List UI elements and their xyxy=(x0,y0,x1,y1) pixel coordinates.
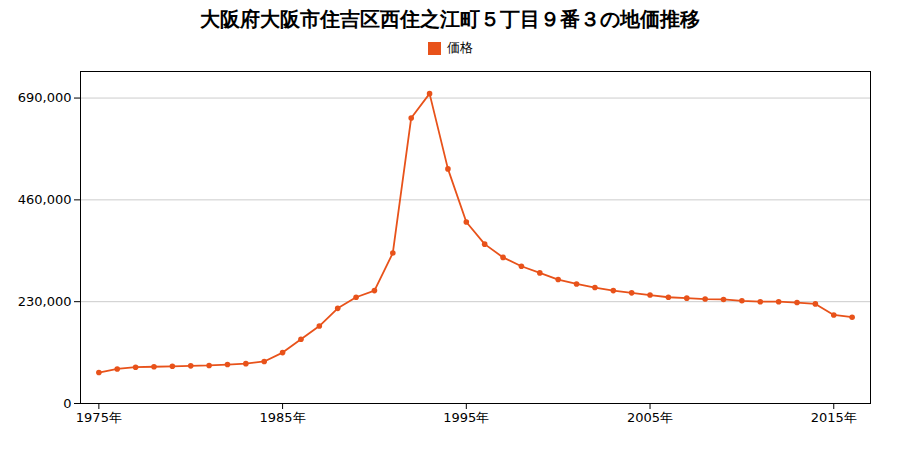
svg-text:1985年: 1985年 xyxy=(260,410,306,425)
svg-text:230,000: 230,000 xyxy=(18,294,72,309)
html-text:大阪府大阪市住吉区西住之江町５丁目９番３の地価推移: 大阪府大阪市住吉区西住之江町５丁目９番３の地価推移 xyxy=(200,7,700,31)
svg-text:1995年: 1995年 xyxy=(443,410,489,425)
svg-text:0: 0 xyxy=(63,396,71,411)
svg-text:2005年: 2005年 xyxy=(627,410,673,425)
svg-text:460,000: 460,000 xyxy=(18,192,72,207)
svg-text:690,000: 690,000 xyxy=(18,90,72,105)
svg-text:2015年: 2015年 xyxy=(811,410,857,425)
html-text:価格: 価格 xyxy=(446,40,473,55)
svg-text:1975年: 1975年 xyxy=(76,410,122,425)
